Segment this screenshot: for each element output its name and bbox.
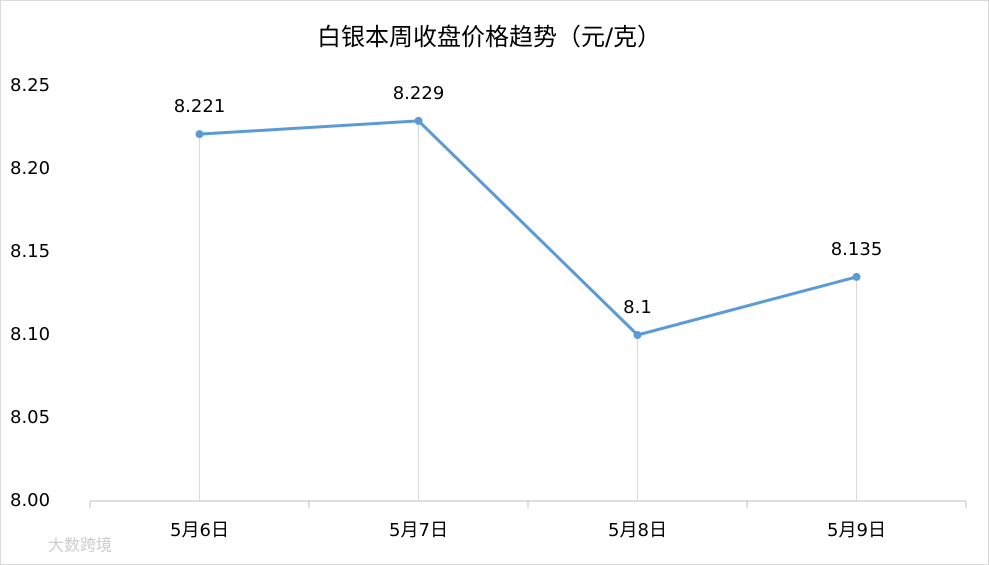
x-tick-label: 5月7日: [389, 520, 448, 541]
line: [199, 119, 857, 337]
data-label: 8.229: [393, 83, 445, 104]
y-tick-label: 8.15: [10, 241, 50, 262]
chart-title: 白银本周收盘价格趋势（元/克）: [317, 23, 661, 51]
data-label: 8.135: [831, 239, 883, 260]
data-label: 8.1: [623, 297, 652, 318]
watermark: 大数跨境: [48, 536, 112, 555]
y-tick-label: 8.25: [10, 75, 50, 96]
point: [414, 116, 423, 125]
data-label: 8.221: [174, 96, 226, 117]
y-tick-label: 8.00: [10, 490, 50, 511]
x-tick-label: 5月6日: [170, 520, 229, 541]
point: [852, 272, 861, 281]
x-tick-label: 5月9日: [827, 520, 886, 541]
y-tick-label: 8.05: [10, 407, 50, 428]
y-tick-label: 8.20: [10, 158, 50, 179]
y-tick-label: 8.10: [10, 324, 50, 345]
point: [195, 130, 204, 139]
point: [633, 331, 642, 339]
x-tick-label: 5月8日: [608, 520, 667, 541]
